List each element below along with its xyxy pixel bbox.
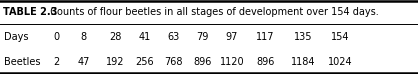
Text: 8: 8 [81, 32, 87, 42]
Text: 47: 47 [77, 57, 90, 67]
Text: 1120: 1120 [220, 57, 244, 67]
Text: 896: 896 [194, 57, 212, 67]
Text: 97: 97 [226, 32, 238, 42]
Text: 896: 896 [256, 57, 275, 67]
Text: 192: 192 [106, 57, 124, 67]
Text: 256: 256 [135, 57, 153, 67]
Text: 28: 28 [109, 32, 121, 42]
Text: 768: 768 [164, 57, 183, 67]
Text: 117: 117 [256, 32, 275, 42]
Text: 1184: 1184 [291, 57, 315, 67]
Text: 41: 41 [138, 32, 150, 42]
Text: 154: 154 [331, 32, 350, 42]
Text: Days: Days [4, 32, 29, 42]
Text: Beetles: Beetles [4, 57, 41, 67]
Text: 79: 79 [196, 32, 209, 42]
Text: 2: 2 [54, 57, 59, 67]
Text: 0: 0 [54, 32, 59, 42]
Text: 1024: 1024 [329, 57, 353, 67]
Text: Counts of flour beetles in all stages of development over 154 days.: Counts of flour beetles in all stages of… [44, 7, 379, 17]
Text: 135: 135 [294, 32, 312, 42]
Text: 63: 63 [167, 32, 180, 42]
Text: TABLE 2.3: TABLE 2.3 [3, 7, 58, 17]
